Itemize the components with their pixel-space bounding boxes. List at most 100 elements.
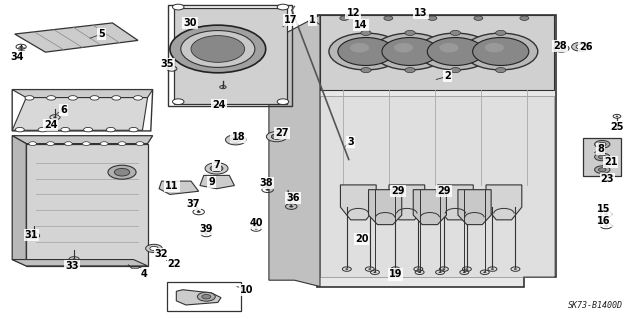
Circle shape	[230, 137, 241, 142]
Circle shape	[418, 271, 421, 273]
Circle shape	[472, 38, 529, 65]
Circle shape	[112, 96, 121, 100]
Circle shape	[106, 127, 115, 132]
Polygon shape	[12, 90, 153, 98]
Text: 31: 31	[24, 230, 38, 240]
Circle shape	[440, 190, 446, 194]
Circle shape	[271, 134, 282, 139]
Circle shape	[395, 190, 401, 194]
Circle shape	[115, 168, 130, 176]
Text: 13: 13	[414, 8, 428, 19]
Circle shape	[225, 135, 246, 145]
Circle shape	[53, 116, 57, 118]
Polygon shape	[176, 290, 221, 305]
Circle shape	[428, 38, 483, 65]
Circle shape	[29, 142, 36, 145]
Polygon shape	[320, 96, 554, 277]
Circle shape	[222, 86, 224, 88]
Circle shape	[68, 96, 77, 100]
Circle shape	[146, 244, 163, 253]
Polygon shape	[15, 23, 138, 52]
Circle shape	[368, 268, 371, 270]
Polygon shape	[369, 190, 402, 225]
Circle shape	[173, 4, 184, 10]
Circle shape	[90, 96, 99, 100]
Circle shape	[514, 268, 517, 270]
Circle shape	[170, 68, 173, 70]
Circle shape	[428, 16, 437, 20]
Circle shape	[254, 228, 258, 230]
Text: 40: 40	[250, 218, 263, 228]
Text: 30: 30	[183, 18, 196, 28]
Circle shape	[373, 33, 447, 70]
Circle shape	[483, 271, 486, 273]
Circle shape	[134, 96, 143, 100]
Text: 28: 28	[554, 41, 567, 51]
Circle shape	[520, 16, 529, 20]
Circle shape	[277, 4, 289, 10]
Polygon shape	[413, 190, 447, 225]
Circle shape	[361, 68, 371, 73]
Circle shape	[436, 189, 449, 195]
Text: 29: 29	[391, 186, 404, 196]
Text: 35: 35	[160, 59, 173, 69]
Text: 8: 8	[598, 144, 604, 154]
Circle shape	[572, 42, 589, 51]
Circle shape	[463, 271, 466, 273]
Text: 21: 21	[604, 157, 618, 167]
Circle shape	[289, 205, 293, 207]
Polygon shape	[200, 175, 234, 189]
Circle shape	[384, 16, 393, 20]
Circle shape	[197, 292, 215, 301]
Circle shape	[25, 96, 34, 100]
Text: 36: 36	[287, 193, 300, 203]
Text: 16: 16	[597, 216, 611, 226]
Circle shape	[474, 16, 483, 20]
Circle shape	[108, 165, 136, 179]
Circle shape	[394, 268, 397, 270]
Text: 17: 17	[284, 15, 298, 26]
Text: 7: 7	[213, 160, 220, 170]
Circle shape	[595, 153, 610, 161]
FancyBboxPatch shape	[167, 282, 241, 311]
Text: 34: 34	[10, 52, 24, 62]
Circle shape	[205, 233, 208, 235]
Polygon shape	[438, 185, 473, 220]
Circle shape	[47, 96, 56, 100]
Text: 6: 6	[60, 105, 67, 115]
Circle shape	[170, 25, 266, 73]
Circle shape	[65, 142, 72, 145]
Circle shape	[118, 142, 126, 145]
Text: 2: 2	[444, 71, 451, 81]
Text: 22: 22	[168, 259, 181, 269]
Circle shape	[382, 38, 438, 65]
Text: SK73-B1400D: SK73-B1400D	[568, 301, 623, 310]
Circle shape	[595, 140, 610, 148]
Circle shape	[495, 30, 506, 35]
Circle shape	[616, 116, 618, 117]
Text: 37: 37	[187, 199, 200, 209]
Text: 9: 9	[208, 177, 215, 187]
Circle shape	[598, 142, 606, 146]
Circle shape	[150, 246, 158, 250]
Circle shape	[19, 46, 23, 48]
Circle shape	[100, 142, 108, 145]
Circle shape	[604, 213, 608, 215]
Text: 20: 20	[355, 234, 368, 244]
Text: 38: 38	[260, 178, 273, 188]
Circle shape	[210, 165, 223, 172]
Text: 14: 14	[354, 20, 367, 30]
Circle shape	[595, 166, 610, 174]
Text: 10: 10	[240, 285, 253, 295]
Text: 12: 12	[346, 8, 360, 18]
Circle shape	[405, 30, 415, 35]
Polygon shape	[269, 15, 320, 286]
Circle shape	[464, 33, 538, 70]
Circle shape	[271, 134, 282, 139]
Circle shape	[598, 168, 606, 172]
Circle shape	[392, 189, 404, 195]
Circle shape	[338, 38, 394, 65]
Circle shape	[32, 235, 36, 237]
Circle shape	[394, 43, 413, 52]
Circle shape	[329, 33, 403, 70]
